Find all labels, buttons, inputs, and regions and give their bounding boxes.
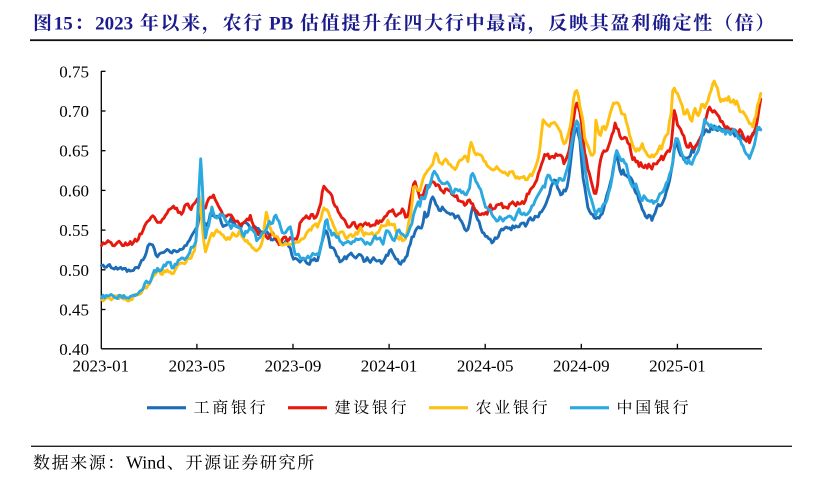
svg-text:2023-01: 2023-01 [72,357,129,376]
svg-text:0.60: 0.60 [59,181,89,200]
svg-text:2024-09: 2024-09 [553,357,610,376]
svg-text:2024-05: 2024-05 [457,357,514,376]
svg-text:2024-01: 2024-01 [361,357,418,376]
svg-text:2023-09: 2023-09 [265,357,322,376]
svg-text:15: 15 [54,14,73,35]
svg-text:2023-05: 2023-05 [169,357,226,376]
svg-text:0.70: 0.70 [59,102,89,121]
svg-text:0.55: 0.55 [59,221,89,240]
svg-text:0.45: 0.45 [59,301,89,320]
svg-text:0.65: 0.65 [59,142,89,161]
svg-text:0.40: 0.40 [59,340,89,359]
svg-text:0.50: 0.50 [59,261,89,280]
svg-text:PB: PB [269,14,294,35]
svg-text:2023: 2023 [95,14,133,35]
svg-text:2025-01: 2025-01 [649,357,706,376]
svg-text:0.75: 0.75 [59,62,89,81]
svg-text:Wind: Wind [126,453,165,473]
